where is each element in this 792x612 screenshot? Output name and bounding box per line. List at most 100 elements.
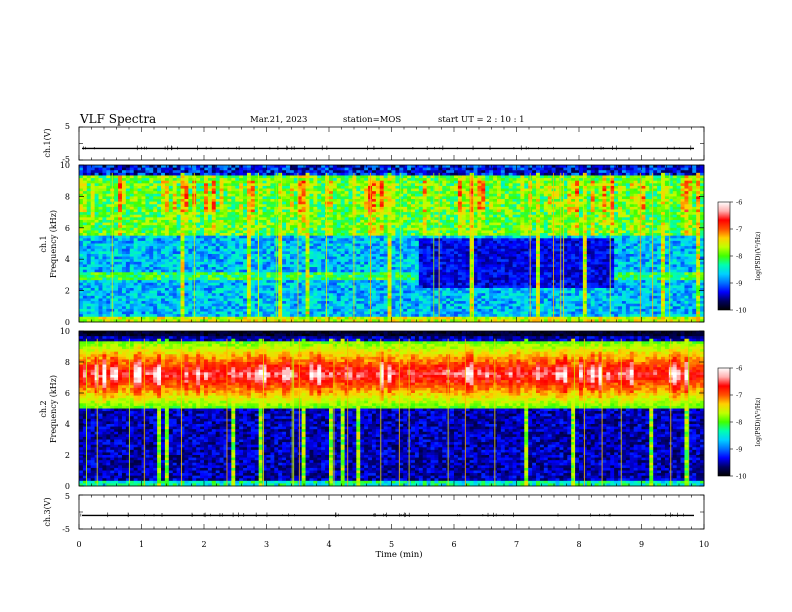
spectrogram-cell <box>254 170 260 174</box>
spectrogram-cell <box>114 222 119 226</box>
spectrogram-cell <box>145 306 150 310</box>
spectrogram-cell <box>356 196 361 200</box>
spectrogram-cell <box>219 293 224 297</box>
spectrogram-cell <box>196 264 201 268</box>
spectrogram-cell <box>266 293 271 297</box>
spectrogram-cell <box>90 201 96 205</box>
spectrogram-cell <box>149 178 154 182</box>
spectrogram-cell <box>219 290 224 294</box>
spectrogram-cell <box>313 199 318 203</box>
spectrogram-cell <box>196 311 201 315</box>
spectrogram-cell <box>176 209 181 213</box>
spectrogram-cell <box>164 301 170 305</box>
spectrogram-cell <box>133 196 138 200</box>
spectrogram-cell <box>262 214 267 218</box>
spectrogram-cell <box>90 282 96 286</box>
spectrogram-cell <box>153 199 158 203</box>
spectrogram-cell <box>118 170 123 174</box>
spectrogram-cell <box>133 311 138 315</box>
spectrogram-cell <box>180 301 185 305</box>
spectrogram-cell <box>340 243 346 247</box>
spectrogram-cell <box>102 180 107 184</box>
spectrogram-cell <box>86 256 92 260</box>
spectrogram-cell <box>301 314 306 318</box>
spectrogram-cell <box>141 212 146 216</box>
spectrogram-cell <box>211 316 217 320</box>
spectrogram-cell <box>141 293 146 297</box>
spectrogram-cell <box>145 167 150 171</box>
spectrogram-cell <box>145 280 150 284</box>
spectrogram-cell <box>168 298 174 302</box>
spectrogram-cell <box>250 253 256 257</box>
spectrogram-cell <box>375 165 381 169</box>
spectrogram-cell <box>137 314 142 318</box>
spectrogram-cell <box>340 217 346 221</box>
spectrogram-cell <box>270 180 275 184</box>
spectrogram-cell <box>141 201 146 205</box>
spectrogram-cell <box>239 295 244 299</box>
spectrogram-cell <box>82 282 88 286</box>
spectrogram-cell <box>98 170 103 174</box>
spectrogram-cell <box>180 222 185 226</box>
spectrogram-cell <box>149 199 154 203</box>
spectrogram-cell <box>293 167 299 171</box>
spectrogram-cell <box>149 290 154 294</box>
spectrogram-cell <box>215 167 221 171</box>
spectrogram-cell <box>278 227 283 231</box>
spectrogram-cell <box>289 248 295 252</box>
spectrogram-cell <box>172 285 178 289</box>
spectrogram-cell <box>344 287 349 291</box>
spectrogram-cell <box>102 217 107 221</box>
spectrogram-cell <box>215 259 221 263</box>
spectrogram-cell <box>329 280 334 284</box>
spectrogram-cell <box>293 277 299 281</box>
spectrogram-cell <box>121 295 127 299</box>
spectrogram-cell <box>141 222 146 226</box>
spectrogram-cell <box>313 196 318 200</box>
spectrogram-cell <box>313 193 318 197</box>
spectrogram-cell <box>344 259 349 263</box>
spectrogram-cell <box>86 301 92 305</box>
spectrogram-cell <box>352 193 357 197</box>
spectrogram-cell <box>94 306 99 310</box>
spectrogram-cell <box>204 316 209 320</box>
spectrogram-cell <box>125 225 131 229</box>
spectrogram-cell <box>133 303 138 307</box>
spectrogram-cell <box>254 204 260 208</box>
spectrogram-cell <box>387 306 392 310</box>
spectrogram-cell <box>188 209 193 213</box>
spectrogram-cell <box>176 230 181 234</box>
spectrogram-cell <box>352 227 357 231</box>
spectrogram-cell <box>110 165 115 169</box>
spectrogram-cell <box>309 298 314 302</box>
spectrogram-cell <box>305 301 310 305</box>
spectrogram-cell <box>270 240 275 244</box>
spectrogram-cell <box>250 259 256 263</box>
spectrogram-cell <box>161 225 166 229</box>
spectrogram-cell <box>227 225 232 229</box>
spectrogram-cell <box>129 311 135 315</box>
spectrogram-cell <box>176 259 181 263</box>
spectrogram-cell <box>219 193 224 197</box>
spectrogram-cell <box>98 253 103 257</box>
spectrogram-cell <box>204 274 209 278</box>
spectrogram-cell <box>387 191 392 195</box>
spectrogram-cell <box>184 243 189 247</box>
spectrogram-cell <box>297 222 303 226</box>
spectrogram-cell <box>172 243 178 247</box>
spectrogram-cell <box>239 201 244 205</box>
spectrogram-cell <box>106 225 111 229</box>
spectrogram-cell <box>383 316 388 320</box>
spectrogram-cell <box>211 199 217 203</box>
spectrogram-cell <box>176 311 181 315</box>
spectrogram-cell <box>102 248 107 252</box>
spectrogram-cell <box>325 206 330 210</box>
spectrogram-cell <box>348 259 353 263</box>
spectrogram-cell <box>305 180 310 184</box>
spectrogram-cell <box>121 240 127 244</box>
spectrogram-cell <box>172 217 178 221</box>
spectrogram-cell <box>250 314 256 318</box>
spectrogram-cell <box>86 196 92 200</box>
spectrogram-cell <box>90 206 96 210</box>
spectrogram-cell <box>313 293 318 297</box>
